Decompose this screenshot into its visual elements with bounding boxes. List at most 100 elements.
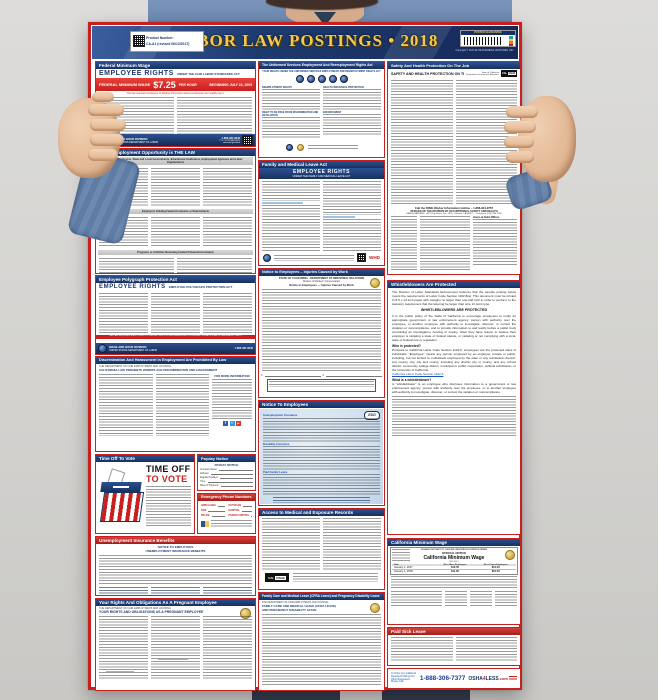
order-phone: 1-888-306-7377 bbox=[419, 675, 466, 682]
text-lines bbox=[203, 293, 252, 333]
text-lines bbox=[262, 181, 320, 201]
section-edd-notice: Notice To Employees EDD Unemployment Ins… bbox=[258, 400, 385, 506]
section-safety-health: Safety And Health Protection On The Job … bbox=[387, 61, 521, 275]
military-branch-logo-icon bbox=[339, 74, 348, 83]
section-time-off-to-vote: Time Off To Vote TIME OFF TO VOTE bbox=[95, 454, 195, 534]
section-header: Federal Minimum Wage bbox=[96, 62, 255, 69]
text-lines bbox=[273, 497, 370, 503]
payday-field-label: Regular Paydays: bbox=[200, 477, 219, 479]
employee-rights-title: EMPLOYEE RIGHTS bbox=[99, 70, 174, 77]
body-text bbox=[388, 635, 520, 663]
text-lines bbox=[151, 293, 200, 333]
logo-4: 4 bbox=[482, 675, 486, 682]
eeo-banner-3: Programs or Activities Receiving Federal… bbox=[98, 250, 253, 255]
payday-form-title: PAYDAY NOTICE bbox=[214, 463, 239, 467]
fmla-title: EMPLOYEE RIGHTS bbox=[292, 169, 351, 175]
section-header: Time Off To Vote bbox=[96, 455, 194, 462]
right-hand-finger bbox=[504, 136, 534, 148]
pregnant-dept-line: THE DEPARTMENT OF FAIR EMPLOYMENT AND HO… bbox=[99, 607, 172, 610]
safety-hotline: Call the FREE Worker Information Hotline… bbox=[414, 206, 494, 210]
person-beard bbox=[266, 0, 378, 10]
emergency-label: FIRE bbox=[201, 510, 207, 512]
text-lines bbox=[323, 181, 381, 215]
person-jeans-right-leg bbox=[382, 688, 470, 700]
section-header: Your Rights And Obligations As A Pregnan… bbox=[96, 599, 255, 606]
qr-code-icon bbox=[357, 253, 367, 262]
numeric-column bbox=[470, 591, 493, 607]
section-header: Payday Notice bbox=[198, 455, 255, 462]
wage-col-header: 25 or Fewer Employees bbox=[483, 564, 508, 566]
esgr-logo-icon bbox=[296, 144, 304, 151]
userra-logo-row bbox=[259, 74, 384, 83]
whistle-q2: What is a whistleblower? bbox=[392, 378, 432, 383]
body-text bbox=[96, 614, 255, 682]
section-whistleblowers: Whistleblowers Are Protected The Divisio… bbox=[387, 280, 521, 535]
text-lines bbox=[99, 555, 252, 585]
right-hand-finger bbox=[504, 121, 536, 133]
text-lines bbox=[263, 474, 380, 496]
fmla-subtitle: UNDER THE FAMILY AND MEDICAL LEAVE ACT bbox=[292, 175, 351, 178]
userra-subhead: REEMPLOYMENT RIGHTS bbox=[262, 86, 292, 89]
whistle-paragraph: It is the public policy of the State of … bbox=[392, 314, 516, 343]
emergency-label: POLICE bbox=[201, 515, 210, 517]
wage-amount: $7.25 bbox=[153, 79, 176, 90]
userra-footer-logos bbox=[259, 144, 384, 151]
logo-stripes-icon bbox=[509, 676, 517, 681]
text-lines bbox=[391, 637, 453, 661]
poster-header-band: LABOR LAW POSTINGS • 2018 Product Number… bbox=[92, 26, 518, 59]
text-lines bbox=[392, 549, 410, 563]
dol-seal-icon bbox=[285, 144, 293, 151]
eeo-banner-1: Private Employers, State and Local Gover… bbox=[98, 157, 253, 165]
text-lines bbox=[391, 576, 517, 590]
payday-field-label: Time: bbox=[200, 481, 206, 483]
poly-subtitle: EMPLOYEE POLYGRAPH PROTECTION ACT bbox=[168, 285, 233, 289]
right-hand-finger bbox=[506, 106, 538, 118]
text-lines bbox=[262, 204, 320, 251]
userra-subhead: RIGHT TO BE FREE FROM DISCRIMINATION AND… bbox=[262, 111, 319, 117]
cawage-post-line: PLEASE POST NEXT TO YOUR IWC INDUSTRY/OC… bbox=[420, 549, 488, 551]
text-lines bbox=[262, 289, 381, 371]
whd-seal-icon bbox=[98, 344, 107, 353]
order-bar: To Order Any Additional Required Posting… bbox=[387, 668, 521, 689]
military-branch-logo-icon bbox=[306, 74, 315, 83]
unemp-title-2: UNEMPLOYMENT INSURANCE BENEFITS bbox=[145, 549, 206, 553]
text-lines bbox=[263, 418, 380, 442]
wage-row-date: January 1, 2018 bbox=[394, 570, 413, 573]
agency-line2: UNITED STATES DEPARTMENT OF LABOR bbox=[109, 349, 158, 352]
section-header: Family and Medical Leave Act bbox=[259, 161, 384, 168]
cal-osha-logo: CAL OSHA bbox=[501, 70, 517, 77]
offices-table: Hours & Field Offices bbox=[388, 215, 520, 271]
section-california-minimum-wage: California Minimum Wage PLEASE POST NEXT… bbox=[387, 538, 521, 625]
poster-guarantee-box: POSTER GUARANTEE bbox=[460, 30, 516, 47]
barcode-icon bbox=[464, 37, 502, 45]
text-lines bbox=[151, 616, 200, 680]
form-label: X bbox=[322, 375, 325, 377]
wage-col-header: 26 or More Employees bbox=[443, 564, 467, 566]
safety-title: SAFETY AND HEALTH PROTECTION ON THE JOB bbox=[391, 71, 464, 76]
right-hand-finger bbox=[506, 151, 534, 163]
vote-title-1: TIME OFF bbox=[146, 464, 191, 474]
wage-row-small: $10.50 bbox=[491, 570, 500, 573]
pregnant-title-line: YOUR RIGHTS AND OBLIGATIONS AS A PREGNAN… bbox=[99, 610, 204, 614]
cfra-title-line2: AND PREGNANCY DISABILITY LEAVE bbox=[262, 608, 317, 612]
numeric-column bbox=[495, 591, 517, 607]
text-lines bbox=[262, 614, 381, 686]
payday-field-label: Place of Payment: bbox=[200, 485, 219, 487]
text-lines bbox=[212, 379, 252, 419]
section-pregnant-employee: Your Rights And Obligations As A Pregnan… bbox=[95, 598, 256, 691]
facebook-icon: f bbox=[223, 421, 228, 426]
logo-osha: OSHA bbox=[468, 675, 483, 682]
text-lines bbox=[391, 216, 417, 270]
dol-phone: 1-866-487-9243 bbox=[234, 347, 253, 350]
wage-banner: FEDERAL MINIMUM WAGE $7.25 PER HOUR BEGI… bbox=[96, 78, 255, 91]
section-userra: The Uniformed Services Employment And Re… bbox=[258, 61, 385, 158]
body-text bbox=[259, 516, 384, 572]
text-lines bbox=[307, 145, 358, 150]
eeo-banner-2: Employers Holding Federal Contracts or S… bbox=[98, 209, 253, 214]
agency-line1: WAGE AND HOUR DIVISION bbox=[109, 345, 147, 349]
body-text: REEMPLOYMENT RIGHTS RIGHT TO BE FREE FRO… bbox=[259, 84, 384, 144]
body-text bbox=[259, 179, 384, 253]
vote-title-2: TO VOTE bbox=[146, 474, 188, 484]
logo-com: .com bbox=[498, 676, 508, 681]
text-lines bbox=[420, 216, 470, 270]
